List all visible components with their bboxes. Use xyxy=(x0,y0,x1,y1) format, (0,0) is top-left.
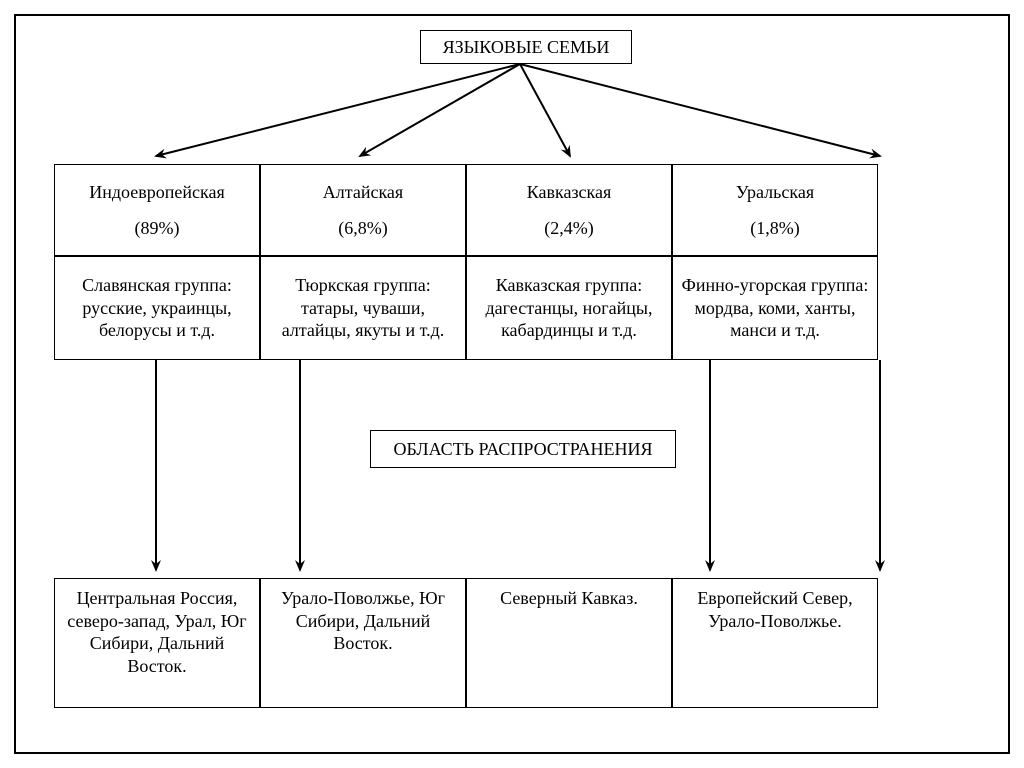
family-region-text-0: Центральная Россия, северо-запад, Урал, … xyxy=(61,587,253,677)
family-name-2: Кавказская xyxy=(527,181,612,204)
family-region-0: Центральная Россия, северо-запад, Урал, … xyxy=(54,578,260,708)
family-percent-0: (89%) xyxy=(135,217,180,240)
family-group-2: Кавказская группа: дагестанцы, ногайцы, … xyxy=(466,256,672,360)
family-header-1: Алтайская (6,8%) xyxy=(260,164,466,256)
family-region-text-2: Северный Кавказ. xyxy=(500,587,638,610)
family-group-text-1: Тюркская группа: татары, чуваши, алтайцы… xyxy=(267,274,459,342)
family-group-3: Финно-угорская группа: мордва, коми, хан… xyxy=(672,256,878,360)
family-name-0: Индоевропейская xyxy=(89,181,224,204)
family-region-2: Северный Кавказ. xyxy=(466,578,672,708)
family-header-2: Кавказская (2,4%) xyxy=(466,164,672,256)
family-group-0: Славянская группа: русские, украинцы, бе… xyxy=(54,256,260,360)
middle-label-text: ОБЛАСТЬ РАСПРОСТРАНЕНИЯ xyxy=(393,438,652,461)
family-header-0: Индоевропейская (89%) xyxy=(54,164,260,256)
family-percent-3: (1,8%) xyxy=(750,217,799,240)
family-percent-1: (6,8%) xyxy=(338,217,387,240)
family-group-1: Тюркская группа: татары, чуваши, алтайцы… xyxy=(260,256,466,360)
family-name-1: Алтайская xyxy=(323,181,403,204)
family-percent-2: (2,4%) xyxy=(544,217,593,240)
family-name-3: Уральская xyxy=(736,181,814,204)
middle-label-box: ОБЛАСТЬ РАСПРОСТРАНЕНИЯ xyxy=(370,430,676,468)
family-group-text-3: Финно-угорская группа: мордва, коми, хан… xyxy=(679,274,871,342)
family-region-1: Урало-Поволжье, Юг Сибири, Дальний Восто… xyxy=(260,578,466,708)
family-region-text-1: Урало-Поволжье, Юг Сибири, Дальний Восто… xyxy=(267,587,459,655)
family-group-text-2: Кавказская группа: дагестанцы, ногайцы, … xyxy=(473,274,665,342)
title-text: ЯЗЫКОВЫЕ СЕМЬИ xyxy=(443,36,610,59)
title-box: ЯЗЫКОВЫЕ СЕМЬИ xyxy=(420,30,632,64)
family-header-3: Уральская (1,8%) xyxy=(672,164,878,256)
family-region-text-3: Европейский Север, Урало-Поволжье. xyxy=(679,587,871,632)
family-group-text-0: Славянская группа: русские, украинцы, бе… xyxy=(61,274,253,342)
family-region-3: Европейский Север, Урало-Поволжье. xyxy=(672,578,878,708)
